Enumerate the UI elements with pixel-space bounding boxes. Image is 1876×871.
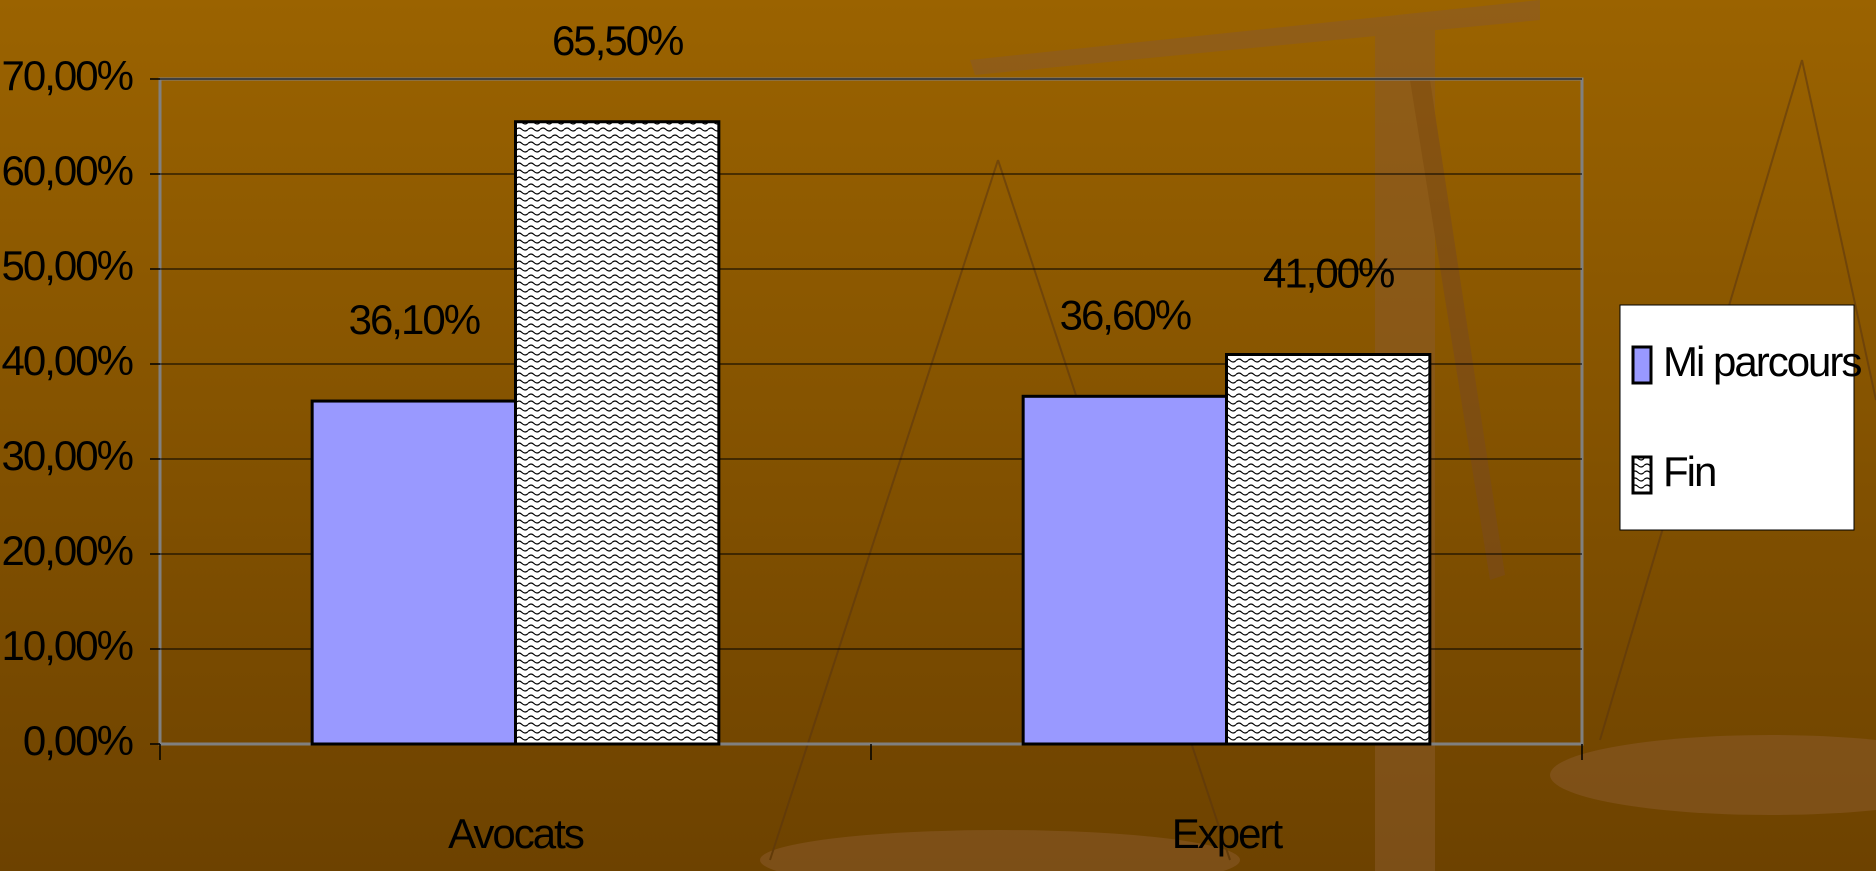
value-label: 36,10% bbox=[349, 296, 480, 343]
bar bbox=[310, 399, 517, 746]
y-tick-label: 10,00% bbox=[2, 622, 133, 669]
legend bbox=[1619, 304, 1855, 531]
value-label: 65,50% bbox=[552, 17, 683, 64]
legend-label: Fin bbox=[1663, 448, 1715, 495]
bar bbox=[1021, 394, 1228, 746]
y-tick-label: 30,00% bbox=[2, 432, 133, 479]
y-tick-label: 70,00% bbox=[2, 52, 133, 99]
y-tick-label: 20,00% bbox=[2, 527, 133, 574]
decoration bbox=[760, 0, 1876, 871]
legend-label: Mi parcours bbox=[1663, 338, 1861, 385]
y-tick-label: 60,00% bbox=[2, 147, 133, 194]
x-tick-label: Expert bbox=[1172, 810, 1284, 857]
y-tick-label: 50,00% bbox=[2, 242, 133, 289]
y-tick-label: 0,00% bbox=[23, 717, 133, 764]
y-tick-label: 40,00% bbox=[2, 337, 133, 384]
x-tick-label: Avocats bbox=[448, 810, 584, 857]
bar bbox=[514, 120, 721, 746]
value-label: 36,60% bbox=[1060, 291, 1191, 338]
value-label: 41,00% bbox=[1263, 250, 1394, 297]
bar bbox=[1225, 353, 1432, 746]
legend-swatch bbox=[1631, 455, 1653, 495]
legend-swatch bbox=[1631, 345, 1653, 385]
